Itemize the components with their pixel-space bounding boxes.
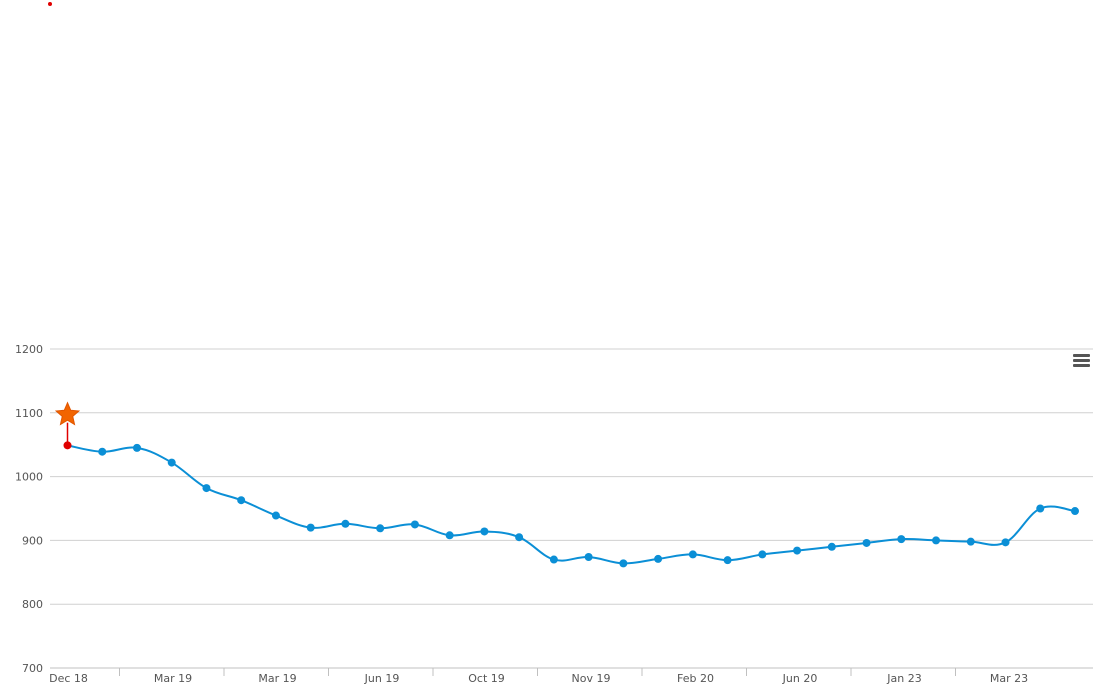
data-point[interactable] — [237, 496, 246, 505]
menu-bar-top — [1073, 354, 1090, 357]
series-line — [67, 444, 1076, 565]
data-point[interactable] — [932, 536, 941, 545]
data-point[interactable] — [1001, 538, 1010, 547]
x-tick-label: Nov 19 — [572, 672, 611, 685]
y-tick-label: 1100 — [15, 407, 43, 420]
data-point[interactable] — [897, 535, 906, 544]
x-tick-label: Jan 23 — [886, 672, 921, 685]
data-point[interactable] — [758, 550, 767, 559]
star-icon[interactable] — [54, 401, 81, 426]
y-tick-label: 700 — [22, 662, 43, 675]
hamburger-menu-icon[interactable] — [1073, 354, 1090, 367]
menu-bar-middle — [1073, 359, 1090, 362]
x-tick-label: Dec 18 — [49, 672, 88, 685]
x-tick-label: Mar 19 — [154, 672, 192, 685]
data-point[interactable] — [515, 533, 524, 542]
data-point[interactable] — [723, 556, 732, 565]
data-point[interactable] — [306, 523, 315, 532]
data-point[interactable] — [793, 546, 802, 555]
data-point[interactable] — [376, 524, 385, 533]
x-tick-label: Mar 23 — [990, 672, 1028, 685]
data-point[interactable] — [688, 550, 697, 559]
x-tick-label: Jun 20 — [782, 672, 818, 685]
data-point[interactable] — [445, 531, 454, 540]
x-tick-label: Jun 19 — [364, 672, 400, 685]
data-point[interactable] — [619, 559, 628, 568]
data-point[interactable] — [202, 484, 211, 493]
data-point[interactable] — [167, 458, 176, 467]
x-tick-label: Oct 19 — [468, 672, 505, 685]
data-point[interactable] — [862, 538, 871, 547]
y-axis-labels: 700 800 900 1000 1100 1200 — [15, 343, 43, 675]
x-axis: Dec 18 Mar 19 Mar 19 Jun 19 Oct 19 Nov 19 Feb … — [49, 667, 1093, 685]
grid-lines — [50, 348, 1093, 605]
data-point[interactable] — [1036, 504, 1045, 513]
series-group — [63, 441, 1079, 568]
annotation-marker — [54, 401, 81, 443]
y-tick-label: 900 — [22, 534, 43, 547]
data-point[interactable] — [584, 552, 593, 561]
data-point[interactable] — [480, 527, 489, 536]
menu-bar-bottom — [1073, 364, 1090, 367]
data-point[interactable] — [827, 542, 836, 551]
y-tick-label: 800 — [22, 598, 43, 611]
data-point[interactable] — [549, 555, 558, 564]
data-point[interactable] — [1071, 507, 1079, 516]
x-tick-label: Feb 20 — [677, 672, 714, 685]
first-data-point[interactable] — [63, 441, 72, 450]
data-point[interactable] — [341, 519, 350, 528]
data-point[interactable] — [98, 447, 107, 456]
data-point[interactable] — [132, 443, 141, 452]
data-point[interactable] — [966, 537, 975, 546]
x-tick-label: Mar 19 — [258, 672, 296, 685]
data-point[interactable] — [410, 520, 419, 529]
y-tick-label: 1200 — [15, 343, 43, 356]
y-tick-label: 1000 — [15, 471, 43, 484]
data-point[interactable] — [271, 511, 280, 520]
corner-dot — [48, 2, 52, 6]
data-point[interactable] — [654, 554, 663, 563]
